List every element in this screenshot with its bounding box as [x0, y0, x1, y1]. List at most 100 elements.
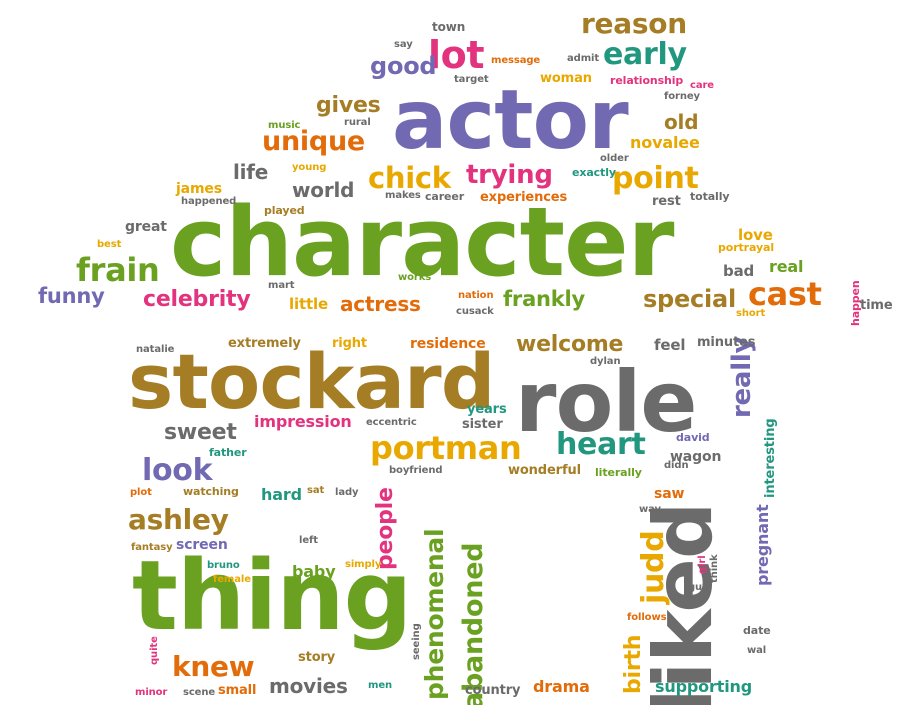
word-date: date	[743, 624, 771, 637]
word-good: good	[370, 52, 437, 80]
word-sister: sister	[462, 417, 503, 432]
word-ashley: ashley	[128, 503, 229, 536]
word-frankly: frankly	[503, 287, 585, 311]
word-happened: happened	[181, 196, 237, 207]
word-baby: baby	[292, 562, 336, 581]
word-father: father	[209, 446, 247, 459]
word-boyfriend: boyfriend	[389, 465, 443, 476]
word-exactly: exactly	[572, 166, 616, 179]
word-actor: actor	[392, 73, 629, 168]
word-interesting: interesting	[763, 418, 778, 498]
word-chick: chick	[368, 161, 451, 195]
word-novalee: novalee	[630, 133, 700, 152]
word-actress: actress	[340, 292, 421, 316]
word-eccentric: eccentric	[366, 417, 417, 428]
word-rest: rest	[652, 194, 681, 209]
word-sat: sat	[307, 485, 325, 496]
word-point: point	[612, 161, 699, 196]
word-welcome: welcome	[516, 332, 624, 357]
word-character: character	[170, 188, 674, 298]
word-extremely: extremely	[228, 336, 301, 351]
word-mart: mart	[268, 280, 295, 291]
word-literally: literally	[595, 466, 642, 479]
word-early: early	[603, 37, 687, 72]
word-pregnant: pregnant	[753, 504, 772, 586]
word-real: real	[769, 257, 804, 276]
word-gives: gives	[316, 93, 381, 118]
word-dylan: dylan	[590, 356, 621, 367]
word-lady: lady	[335, 487, 359, 498]
word-celebrity: celebrity	[143, 287, 251, 312]
word-think: think	[709, 554, 720, 583]
word-plot: plot	[130, 487, 152, 498]
word-drama: drama	[533, 677, 590, 696]
word-nation: nation	[458, 290, 494, 301]
word-cusack: cusack	[456, 306, 494, 317]
word-follows: follows	[627, 612, 667, 623]
word-right: right	[332, 336, 367, 351]
word-look: look	[142, 453, 213, 488]
word-birth: birth	[621, 634, 646, 694]
word-experiences: experiences	[480, 190, 568, 205]
word-natalie: natalie	[136, 344, 175, 355]
word-care: care	[690, 80, 714, 91]
word-older: older	[600, 153, 629, 164]
word-best: best	[97, 239, 122, 250]
word-fantasy: fantasy	[131, 542, 173, 553]
word-special: special	[643, 285, 736, 313]
word-unique: unique	[262, 126, 365, 157]
word-funny: funny	[38, 284, 105, 308]
word-little: little	[289, 295, 329, 313]
word-wonderful: wonderful	[508, 463, 581, 478]
word-left: left	[299, 535, 318, 546]
word-portrayal: portrayal	[718, 241, 774, 254]
word-country: country	[465, 683, 521, 698]
word-trying: trying	[466, 160, 553, 190]
word-feel: feel	[654, 336, 686, 354]
word-frain: frain	[76, 251, 160, 289]
word-people: people	[373, 487, 398, 570]
word-old: old	[664, 110, 699, 134]
word-bad: bad	[723, 262, 755, 280]
word-james: james	[176, 181, 222, 197]
word-screen: screen	[176, 537, 228, 553]
word-stockard: stockard	[128, 337, 495, 426]
word-woman: woman	[540, 71, 592, 86]
word-didn: didn	[664, 460, 689, 471]
word-forney: forney	[664, 91, 700, 102]
word-simply: simply	[345, 559, 382, 570]
word-saw: saw	[654, 486, 685, 502]
word-heart: heart	[556, 427, 646, 462]
word-female: female	[213, 574, 251, 585]
word-relationship: relationship	[610, 74, 684, 87]
word-minutes: minutes	[697, 335, 756, 350]
word-phenomenal: phenomenal	[420, 528, 449, 700]
word-story: story	[298, 650, 336, 665]
word-scene: scene	[183, 687, 216, 698]
word-sweet: sweet	[164, 420, 237, 445]
word-played: played	[264, 204, 305, 217]
word-career: career	[425, 190, 465, 203]
word-movies: movies	[269, 674, 348, 698]
word-role: role	[515, 353, 697, 451]
word-world: world	[292, 178, 355, 202]
word-cast: cast	[748, 275, 822, 313]
word-men: men	[368, 680, 393, 691]
word-david: david	[676, 431, 710, 444]
word-great: great	[125, 219, 167, 235]
word-short: short	[736, 308, 766, 319]
word-knew: knew	[172, 650, 255, 683]
word-watching: watching	[183, 485, 239, 498]
word-bruno: bruno	[207, 560, 240, 571]
word-supporting: supporting	[655, 677, 753, 696]
word-girl: girl	[697, 555, 708, 574]
word-lot: lot	[428, 33, 485, 77]
word-way: way	[639, 504, 661, 515]
word-residence: residence	[410, 336, 486, 352]
word-reason: reason	[581, 7, 687, 40]
word-rural: rural	[344, 117, 371, 128]
word-small: small	[218, 683, 257, 698]
word-abandoned: abandoned	[458, 542, 489, 705]
word-time: time	[860, 298, 893, 313]
